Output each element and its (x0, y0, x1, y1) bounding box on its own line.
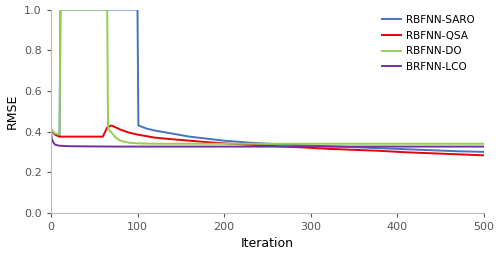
RBFNN-DO (105, 127, 111, 130)
RBFNN-QSA (429, 152, 435, 155)
RBFNN-DO (169, 142, 175, 145)
Line: RBFNN-DO: RBFNN-DO (51, 9, 484, 144)
RBFNN-DO (438, 142, 444, 145)
BRFNN-LCO (65, 145, 71, 148)
RBFNN-SARO (56, 135, 62, 138)
RBFNN-SARO (325, 145, 331, 148)
RBFNN-SARO (403, 148, 409, 151)
RBFNN-DO (221, 142, 227, 145)
RBFNN-QSA (299, 146, 305, 149)
RBFNN-QSA (221, 142, 227, 145)
Line: RBFNN-SARO: RBFNN-SARO (51, 9, 484, 152)
RBFNN-DO (58, 8, 64, 11)
RBFNN-DO (117, 139, 123, 142)
BRFNN-LCO (178, 145, 184, 148)
RBFNN-QSA (56, 135, 62, 138)
RBFNN-QSA (52, 133, 58, 136)
RBFNN-SARO (169, 132, 175, 135)
RBFNN-QSA (152, 136, 158, 139)
RBFNN-SARO (186, 135, 192, 138)
RBFNN-DO (126, 141, 132, 144)
RBFNN-DO (152, 142, 158, 145)
BRFNN-LCO (221, 145, 227, 148)
Line: BRFNN-LCO: BRFNN-LCO (51, 130, 484, 147)
RBFNN-DO (134, 142, 140, 145)
BRFNN-LCO (56, 144, 62, 147)
RBFNN-DO (186, 142, 192, 145)
RBFNN-DO (52, 132, 58, 135)
RBFNN-DO (113, 136, 119, 139)
BRFNN-LCO (117, 145, 123, 148)
RBFNN-SARO (204, 137, 210, 140)
RBFNN-SARO (134, 8, 140, 11)
RBFNN-SARO (299, 144, 305, 147)
X-axis label: Iteration: Iteration (241, 238, 294, 250)
BRFNN-LCO (52, 143, 58, 146)
RBFNN-QSA (100, 135, 106, 138)
RBFNN-SARO (221, 139, 227, 142)
BRFNN-LCO (82, 145, 88, 148)
RBFNN-QSA (134, 133, 140, 136)
RBFNN-QSA (455, 153, 461, 156)
RBFNN-QSA (117, 128, 123, 131)
Y-axis label: RMSE: RMSE (6, 93, 18, 129)
RBFNN-QSA (169, 138, 175, 141)
RBFNN-QSA (104, 126, 110, 129)
RBFNN-SARO (273, 143, 279, 146)
RBFNN-QSA (273, 145, 279, 148)
RBFNN-QSA (351, 148, 357, 151)
RBFNN-SARO (152, 129, 158, 132)
RBFNN-DO (104, 8, 110, 11)
RBFNN-DO (351, 142, 357, 145)
RBFNN-QSA (186, 139, 192, 142)
Line: RBFNN-QSA: RBFNN-QSA (51, 125, 484, 155)
RBFNN-QSA (48, 128, 54, 131)
RBFNN-DO (308, 142, 314, 145)
RBFNN-QSA (126, 131, 132, 134)
RBFNN-QSA (403, 151, 409, 154)
RBFNN-QSA (247, 143, 253, 146)
RBFNN-SARO (455, 150, 461, 153)
RBFNN-QSA (204, 141, 210, 144)
BRFNN-LCO (481, 145, 487, 148)
RBFNN-QSA (325, 147, 331, 150)
RBFNN-SARO (481, 150, 487, 153)
BRFNN-LCO (308, 145, 314, 148)
RBFNN-SARO (351, 146, 357, 149)
BRFNN-LCO (49, 137, 55, 140)
RBFNN-DO (264, 142, 270, 145)
RBFNN-SARO (58, 8, 64, 11)
RBFNN-DO (394, 142, 400, 145)
RBFNN-QSA (481, 154, 487, 157)
RBFNN-SARO (377, 147, 383, 150)
RBFNN-DO (48, 128, 54, 131)
RBFNN-QSA (377, 149, 383, 152)
BRFNN-LCO (50, 141, 56, 144)
RBFNN-DO (481, 142, 487, 145)
RBFNN-DO (56, 133, 62, 136)
RBFNN-SARO (429, 149, 435, 152)
RBFNN-QSA (108, 124, 114, 127)
BRFNN-LCO (48, 128, 54, 131)
RBFNN-SARO (247, 141, 253, 144)
Legend: RBFNN-SARO, RBFNN-QSA, RBFNN-DO, BRFNN-LCO: RBFNN-SARO, RBFNN-QSA, RBFNN-DO, BRFNN-L… (378, 11, 478, 76)
RBFNN-SARO (52, 133, 58, 136)
RBFNN-SARO (136, 124, 141, 127)
RBFNN-SARO (48, 128, 54, 131)
RBFNN-SARO (143, 127, 149, 130)
BRFNN-LCO (394, 145, 400, 148)
